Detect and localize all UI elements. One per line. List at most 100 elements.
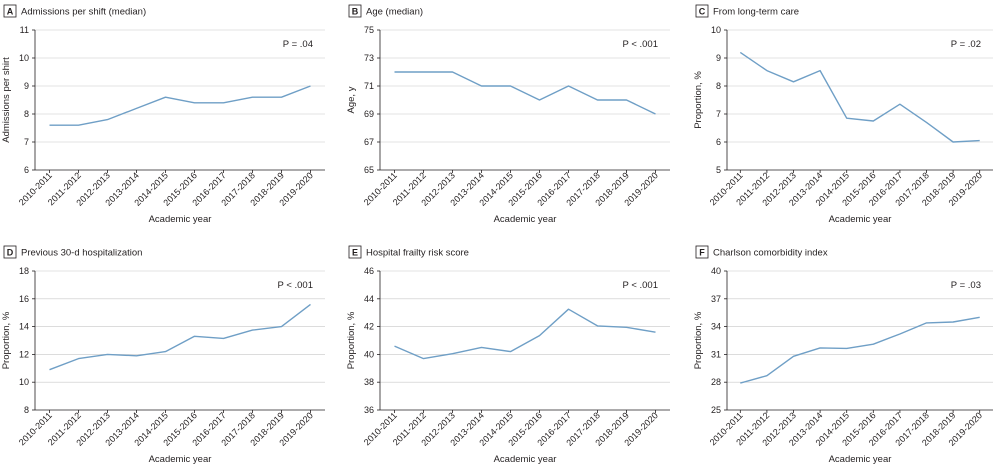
chart-panel-a: A Admissions per shift (median)6789101120… [1,4,325,225]
data-point [280,96,282,98]
p-value-label: P < .001 [623,39,658,50]
panel-title: Previous 30-d hospitalization [21,248,142,259]
y-axis-title: Proportion, % [346,311,357,369]
x-axis-title: Academic year [149,454,212,465]
data-point [846,117,848,119]
data-point [952,141,954,143]
x-axis-title: Academic year [494,454,557,465]
data-point [193,102,195,104]
y-tick-label: 46 [364,266,374,276]
y-axis-title: Age, y [346,86,357,113]
data-point [625,99,627,101]
y-tick-label: 67 [364,137,374,147]
chart-panel-e: E Hospital frailty risk score 36 38 40 42 44 46… [346,245,670,465]
data-point [164,96,166,98]
y-tick-label: 42 [364,322,374,332]
y-tick-label: 8 [24,405,29,415]
data-point [792,355,794,357]
data-point [393,71,395,73]
panel-letter: A [7,7,14,17]
y-tick-label: 25 [711,405,721,415]
data-point [739,51,741,53]
panel-letter-box [695,245,709,259]
data-point [106,118,108,120]
data-point [625,326,627,328]
panel-letter: D [7,248,14,258]
chart-panel-c: C From long-term care56789102010-20112011… [693,4,993,225]
y-axis-title: Proportion, % [693,311,704,369]
data-point [596,99,598,101]
p-value-label: P = .04 [283,39,313,50]
data-point [739,382,741,384]
data-point [509,85,511,87]
y-tick-label: 73 [364,53,374,63]
data-point [792,81,794,83]
chart-panel-d: D Previous 30-d hospitalization 8 10 12 14 16 1… [1,245,325,465]
data-point [77,357,79,359]
data-point [106,353,108,355]
data-point [480,85,482,87]
data-point [309,85,311,87]
y-tick-label: 11 [20,25,29,35]
data-point [251,96,253,98]
y-tick-label: 7 [24,137,29,147]
series-line [394,308,656,360]
p-value-label: P < .001 [278,280,313,291]
x-axis-title: Academic year [829,214,892,225]
data-point [846,347,848,349]
panel-letter: F [699,248,705,258]
y-tick-label: 18 [19,266,29,276]
y-tick-label: 10 [19,377,29,387]
y-tick-label: 12 [19,349,29,359]
data-point [393,345,395,347]
y-axis-title: Admissions per shirt [1,57,12,143]
data-point [766,69,768,71]
panel-letter-box [3,245,17,259]
y-tick-label: 6 [24,165,29,175]
data-point [451,71,453,73]
panel-letter: C [699,7,706,17]
data-point [979,316,981,318]
data-point [193,335,195,337]
y-tick-label: 37 [711,294,721,304]
data-point [135,107,137,109]
data-point [164,350,166,352]
y-tick-label: 7 [716,109,721,119]
x-axis-title: Academic year [149,214,212,225]
y-tick-label: 40 [711,266,721,276]
data-point [222,337,224,339]
series-line [739,51,980,143]
y-tick-label: 71 [364,81,374,91]
data-point [509,350,511,352]
chart-panel-b: B Age (median)6567697173752010-20112011-2… [346,4,670,225]
y-tick-label: 9 [716,53,721,63]
panel-letter: E [352,248,358,258]
panel-title: Admissions per shift (median) [21,7,146,18]
y-tick-label: 44 [364,294,374,304]
data-point [480,346,482,348]
panel-letter-box [348,4,362,18]
y-tick-label: 75 [364,25,374,35]
y-tick-label: 34 [711,322,721,332]
data-point [766,375,768,377]
y-tick-label: 31 [711,349,721,359]
y-tick-label: 16 [19,294,29,304]
data-point [422,357,424,359]
y-tick-label: 40 [364,349,374,359]
data-point [872,343,874,345]
y-tick-label: 69 [364,109,374,119]
data-point [251,329,253,331]
y-tick-label: 65 [364,165,374,175]
data-point [567,308,569,310]
x-axis-title: Academic year [829,454,892,465]
data-point [135,355,137,357]
y-tick-label: 10 [19,53,29,63]
data-point [48,368,50,370]
data-point [819,347,821,349]
data-point [596,325,598,327]
y-tick-label: 8 [716,81,721,91]
y-axis-title: Proportion, % [693,71,704,129]
y-tick-label: 10 [711,25,721,35]
y-tick-label: 36 [364,405,374,415]
